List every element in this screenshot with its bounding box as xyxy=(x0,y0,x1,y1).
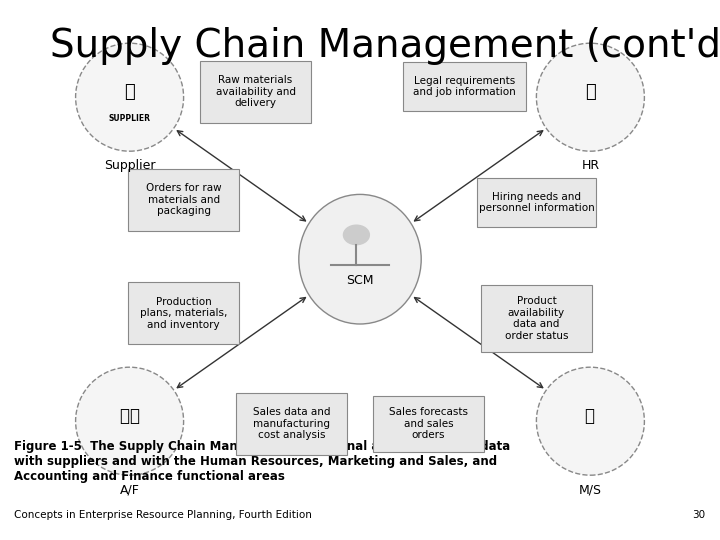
Text: Supply Chain Management (cont'd.): Supply Chain Management (cont'd.) xyxy=(50,27,720,65)
Text: Supplier: Supplier xyxy=(104,159,156,172)
Text: SCM: SCM xyxy=(346,274,374,287)
Text: 👩‍💼: 👩‍💼 xyxy=(120,407,140,425)
Text: Concepts in Enterprise Resource Planning, Fourth Edition: Concepts in Enterprise Resource Planning… xyxy=(14,510,312,521)
Text: Raw materials
availability and
delivery: Raw materials availability and delivery xyxy=(215,75,296,109)
FancyBboxPatch shape xyxy=(236,393,348,455)
FancyBboxPatch shape xyxy=(481,285,593,353)
FancyBboxPatch shape xyxy=(199,60,311,123)
FancyBboxPatch shape xyxy=(403,62,526,111)
Text: Figure 1-5  The Supply Chain Management functional area exchanges data
with supp: Figure 1-5 The Supply Chain Management f… xyxy=(14,440,510,483)
FancyBboxPatch shape xyxy=(128,282,239,345)
Text: Orders for raw
materials and
packaging: Orders for raw materials and packaging xyxy=(145,183,222,217)
Ellipse shape xyxy=(536,367,644,475)
Text: Product
availability
data and
order status: Product availability data and order stat… xyxy=(505,296,568,341)
Ellipse shape xyxy=(536,43,644,151)
Text: 🖥️: 🖥️ xyxy=(585,407,595,425)
Text: Legal requirements
and job information: Legal requirements and job information xyxy=(413,76,516,97)
Circle shape xyxy=(343,225,369,245)
Text: Hiring needs and
personnel information: Hiring needs and personnel information xyxy=(479,192,594,213)
Text: 30: 30 xyxy=(693,510,706,521)
Text: 🚚: 🚚 xyxy=(125,83,135,101)
Text: HR: HR xyxy=(581,159,600,172)
Text: SUPPLIER: SUPPLIER xyxy=(109,114,150,123)
Text: Sales forecasts
and sales
orders: Sales forecasts and sales orders xyxy=(389,407,468,441)
FancyBboxPatch shape xyxy=(128,168,239,231)
FancyBboxPatch shape xyxy=(477,178,596,227)
Text: Production
plans, materials,
and inventory: Production plans, materials, and invento… xyxy=(140,296,228,330)
Text: M/S: M/S xyxy=(579,483,602,496)
Ellipse shape xyxy=(76,367,184,475)
Text: A/F: A/F xyxy=(120,483,140,496)
Text: Sales data and
manufacturing
cost analysis: Sales data and manufacturing cost analys… xyxy=(253,407,330,441)
Text: 👤: 👤 xyxy=(585,83,595,101)
Ellipse shape xyxy=(76,43,184,151)
Ellipse shape xyxy=(299,194,421,324)
FancyBboxPatch shape xyxy=(373,395,484,453)
